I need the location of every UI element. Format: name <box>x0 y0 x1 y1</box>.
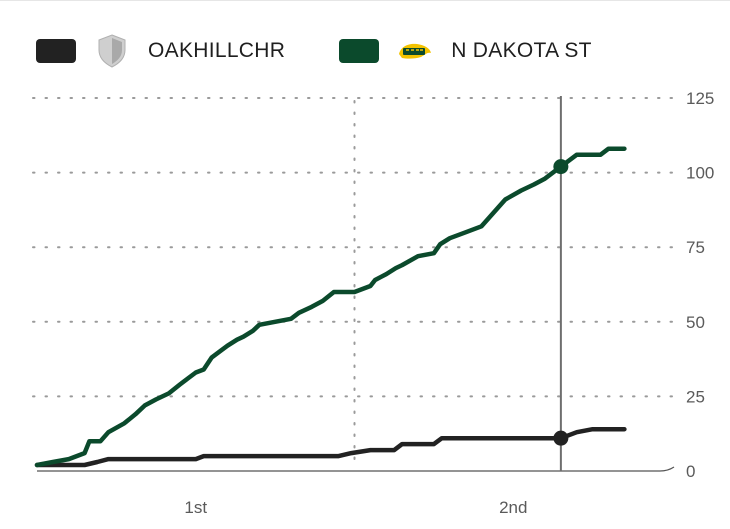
y-tick-label-100: 100 <box>686 164 714 183</box>
legend-label-ndakotast: N DAKOTA ST <box>451 39 592 62</box>
period-label-1: 1st <box>184 498 207 517</box>
series-line-oakhillchr <box>34 426 627 468</box>
shield-icon <box>94 34 130 68</box>
series-marker-oakhillchr <box>553 430 569 446</box>
legend-label-oakhillchr: OAKHILLCHR <box>148 39 286 62</box>
chart-legend: OAKHILLCHR N DAKOTA ST <box>36 34 646 68</box>
ndsu-bison-logo <box>397 35 433 67</box>
series-line-n-dakota-st <box>34 146 627 468</box>
y-tick-label-50: 50 <box>686 313 705 332</box>
period-label-2: 2nd <box>499 498 527 517</box>
series-marker-n-dakota-st <box>553 159 569 175</box>
x-axis-baseline <box>37 466 675 472</box>
legend-item-oakhillchr: OAKHILLCHR <box>36 34 286 68</box>
legend-item-ndakotast: N DAKOTA ST <box>339 35 592 67</box>
y-tick-label-25: 25 <box>686 387 705 406</box>
y-tick-label-0: 0 <box>686 462 695 481</box>
y-tick-label-75: 75 <box>686 238 705 257</box>
y-tick-label-125: 125 <box>686 89 714 108</box>
legend-swatch-oakhillchr <box>36 39 76 63</box>
legend-swatch-ndakotast <box>339 39 380 63</box>
